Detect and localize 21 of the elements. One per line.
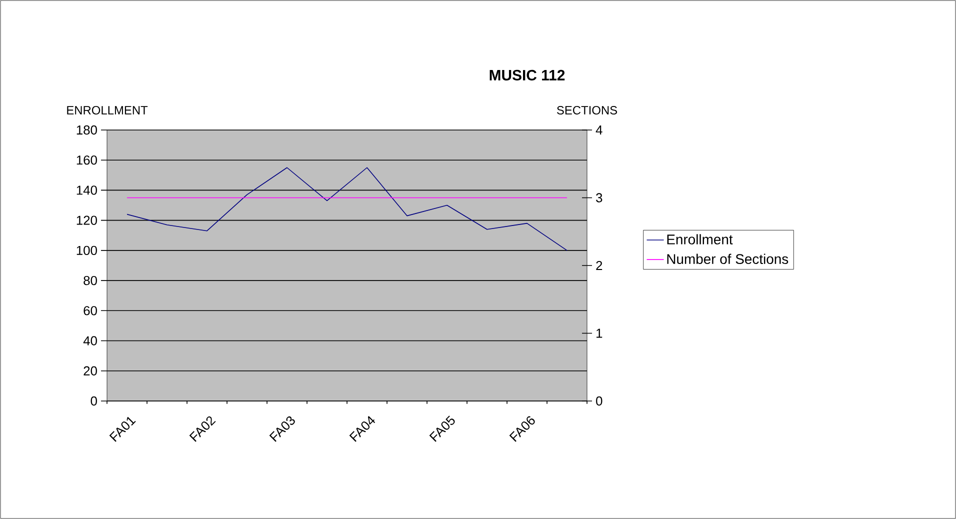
y-tick-label: 160: [76, 156, 97, 165]
line-series: [126, 167, 568, 251]
y2-tick-label: 4: [596, 126, 602, 134]
y-axis-title: ENROLLMENT: [67, 106, 148, 114]
y-tick-label: 140: [76, 186, 97, 195]
legend-label: Number of Sections: [667, 254, 788, 264]
legend-label: Enrollment: [667, 234, 733, 244]
y2-tick-label: 1: [596, 328, 602, 338]
y-tick-label: 40: [83, 336, 97, 346]
y2-tick-label: 0: [596, 396, 602, 406]
chart-title: MUSIC 112: [490, 70, 565, 80]
y2-axis-title: SECTIONS: [557, 106, 618, 114]
y-tick-label: 180: [76, 125, 97, 135]
y-tick-label: 60: [84, 306, 97, 316]
y-tick-label: 20: [84, 366, 97, 376]
y-tick-label: 80: [84, 276, 97, 286]
y-tick-label: 0: [90, 396, 97, 406]
y2-tick-label: 2: [596, 260, 602, 270]
y2-tick-label: 3: [596, 193, 602, 202]
y-tick-label: 100: [76, 246, 97, 256]
y-tick-label: 120: [76, 216, 97, 225]
